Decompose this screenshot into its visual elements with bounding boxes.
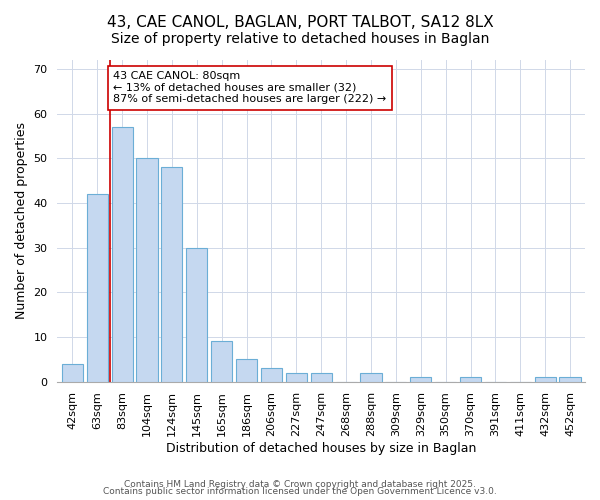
- Text: Contains HM Land Registry data © Crown copyright and database right 2025.: Contains HM Land Registry data © Crown c…: [124, 480, 476, 489]
- Bar: [559, 377, 581, 382]
- Bar: [361, 372, 382, 382]
- Bar: [62, 364, 83, 382]
- Bar: [186, 248, 208, 382]
- Bar: [161, 167, 182, 382]
- Bar: [311, 372, 332, 382]
- X-axis label: Distribution of detached houses by size in Baglan: Distribution of detached houses by size …: [166, 442, 476, 455]
- Bar: [535, 377, 556, 382]
- Bar: [236, 360, 257, 382]
- Bar: [286, 372, 307, 382]
- Bar: [86, 194, 108, 382]
- Bar: [136, 158, 158, 382]
- Y-axis label: Number of detached properties: Number of detached properties: [15, 122, 28, 320]
- Bar: [410, 377, 431, 382]
- Text: Contains public sector information licensed under the Open Government Licence v3: Contains public sector information licen…: [103, 487, 497, 496]
- Bar: [261, 368, 282, 382]
- Bar: [211, 342, 232, 382]
- Text: Size of property relative to detached houses in Baglan: Size of property relative to detached ho…: [111, 32, 489, 46]
- Text: 43, CAE CANOL, BAGLAN, PORT TALBOT, SA12 8LX: 43, CAE CANOL, BAGLAN, PORT TALBOT, SA12…: [107, 15, 493, 30]
- Bar: [112, 127, 133, 382]
- Text: 43 CAE CANOL: 80sqm
← 13% of detached houses are smaller (32)
87% of semi-detach: 43 CAE CANOL: 80sqm ← 13% of detached ho…: [113, 71, 386, 104]
- Bar: [460, 377, 481, 382]
